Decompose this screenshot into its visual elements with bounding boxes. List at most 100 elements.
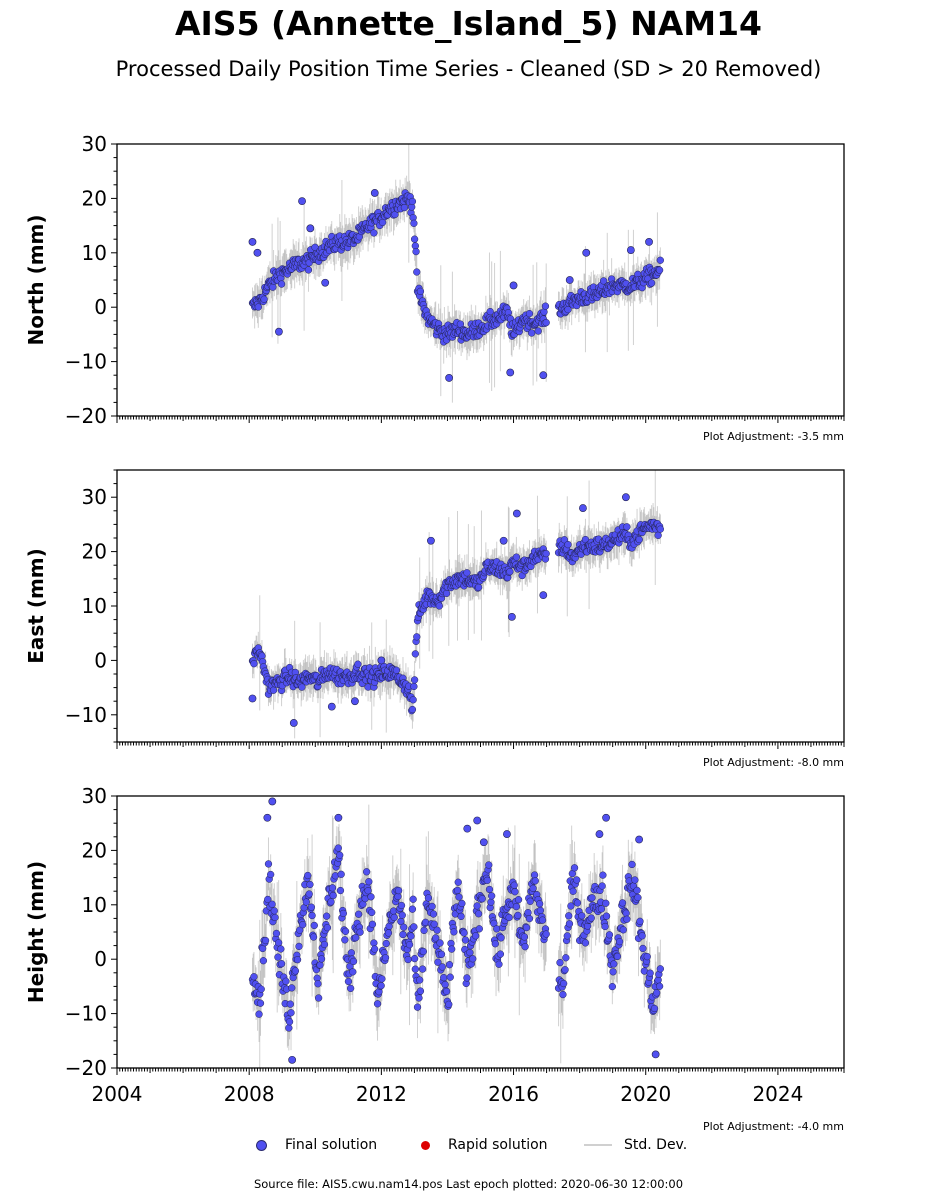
north-outlier-point xyxy=(539,371,548,380)
height-final-point xyxy=(536,906,545,915)
height-final-point xyxy=(615,937,624,946)
height-final-point xyxy=(270,907,278,915)
legend-std-label: Std. Dev. xyxy=(624,1137,688,1153)
height-final-point xyxy=(347,949,356,957)
east-outlier-point xyxy=(351,697,359,706)
height-final-point xyxy=(400,923,408,931)
height-final-point xyxy=(308,911,316,920)
east-outlier-point xyxy=(427,536,435,545)
height-final-point xyxy=(274,953,282,961)
height-final-point xyxy=(619,926,627,934)
height-final-point xyxy=(633,886,641,895)
height-final-point xyxy=(250,973,258,981)
height-final-point xyxy=(320,940,329,949)
chart-subtitle: Processed Daily Position Time Series - C… xyxy=(115,57,822,81)
height-final-point xyxy=(346,984,355,993)
height-final-point xyxy=(285,1018,294,1026)
height-final-point xyxy=(370,939,378,947)
height-final-point xyxy=(341,927,350,936)
height-final-point xyxy=(497,934,505,942)
north-outlier-point xyxy=(509,281,518,290)
height-final-point xyxy=(618,899,627,907)
height-final-point xyxy=(454,878,462,886)
height-outlier-point xyxy=(635,835,644,844)
height-final-point xyxy=(306,880,314,889)
height-final-point xyxy=(643,952,651,961)
east-final-point xyxy=(512,553,521,561)
height-final-point xyxy=(430,920,438,928)
height-final-point xyxy=(272,929,281,938)
height-outlier-point xyxy=(263,813,272,822)
height-final-point xyxy=(561,966,569,974)
height-final-point xyxy=(538,916,547,924)
height-final-point xyxy=(437,950,446,958)
north-final-point xyxy=(412,247,420,256)
height-final-point xyxy=(328,884,337,892)
height-final-point xyxy=(268,900,276,908)
height-final-point xyxy=(587,914,595,922)
height-final-point xyxy=(282,977,290,985)
east-final-point xyxy=(623,523,631,531)
height-final-point xyxy=(495,960,503,968)
north-final-point xyxy=(486,307,494,316)
east-final-point xyxy=(463,569,471,577)
height-final-point xyxy=(567,902,575,910)
east-outlier-point xyxy=(622,493,630,502)
height-final-point xyxy=(472,932,480,940)
east-ylabel: East (mm) xyxy=(24,548,48,664)
xtick-label: 2012 xyxy=(356,1082,407,1106)
height-final-point xyxy=(656,965,664,973)
height-final-point xyxy=(337,870,345,878)
height-final-point xyxy=(453,886,462,895)
height-final-point xyxy=(542,930,550,938)
height-ytick-label: 0 xyxy=(94,947,107,971)
height-final-point xyxy=(316,961,324,969)
height-final-point xyxy=(631,876,639,884)
height-final-point xyxy=(336,851,344,859)
height-outlier-point xyxy=(479,838,488,847)
east-outlier-point xyxy=(507,612,516,621)
height-final-point xyxy=(267,870,275,879)
north-final-point xyxy=(416,287,425,295)
height-final-point xyxy=(382,939,390,948)
east-outlier-point xyxy=(248,694,257,703)
height-final-point xyxy=(581,939,590,947)
legend-final: Final solution xyxy=(256,1137,377,1153)
north-ytick-label: 10 xyxy=(82,241,107,265)
height-outlier-point xyxy=(288,1055,297,1064)
height-final-point xyxy=(329,891,337,900)
height-final-point xyxy=(390,913,398,922)
east-data xyxy=(248,470,664,739)
height-final-point xyxy=(440,973,448,982)
height-final-point xyxy=(364,887,372,895)
north-outlier-point xyxy=(370,189,379,197)
height-final-point xyxy=(411,965,419,973)
legend-final-marker xyxy=(256,1139,267,1151)
height-final-point xyxy=(524,909,532,917)
height-final-point xyxy=(341,936,349,944)
height-final-point xyxy=(418,965,427,973)
north-final-point xyxy=(542,318,550,327)
north-final-point xyxy=(413,268,421,276)
xtick-label: 2004 xyxy=(92,1082,143,1106)
height-ytick-label: 20 xyxy=(82,838,107,862)
height-final-point xyxy=(377,982,385,990)
height-final-point xyxy=(514,896,523,904)
height-outlier-point xyxy=(473,816,482,825)
north-final-point xyxy=(410,235,419,243)
east-ytick-label: 0 xyxy=(94,648,107,672)
height-final-point xyxy=(291,967,300,975)
legend-final-label: Final solution xyxy=(285,1137,378,1153)
height-final-point xyxy=(441,980,449,989)
height-final-point xyxy=(461,936,470,944)
height-final-point xyxy=(309,933,318,941)
east-final-point xyxy=(654,531,662,539)
height-final-point xyxy=(613,952,622,961)
height-final-point xyxy=(650,1004,659,1013)
height-final-point xyxy=(288,984,296,992)
height-final-point xyxy=(365,878,373,886)
height-outlier-point xyxy=(651,1050,660,1059)
east-final-point xyxy=(506,568,514,576)
height-final-point xyxy=(525,914,534,923)
height-final-point xyxy=(446,973,454,981)
